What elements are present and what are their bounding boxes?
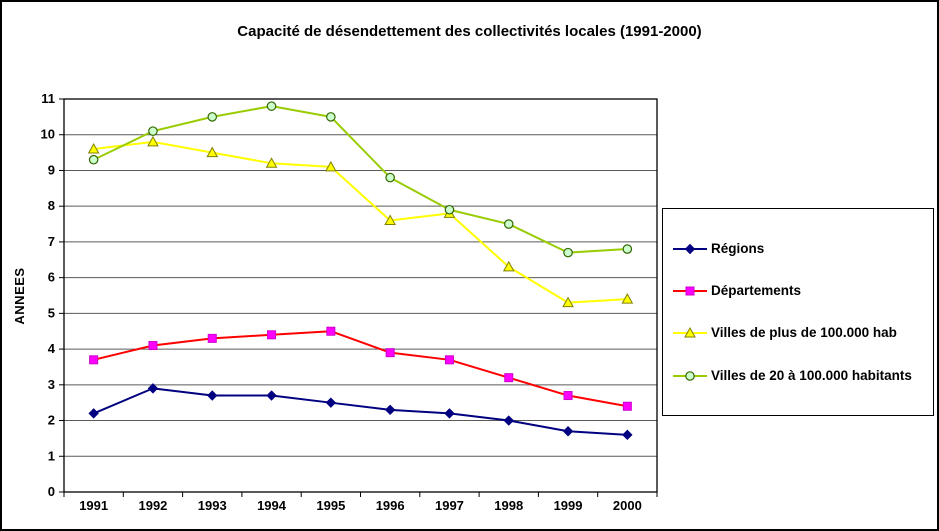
series-line-3	[93, 105, 628, 254]
y-tick-label: 1	[48, 448, 55, 463]
legend-sample-triangle-icon	[673, 327, 707, 338]
y-tick-label: 9	[48, 162, 55, 177]
triangle-marker-icon	[206, 146, 219, 158]
triangle-marker-icon	[384, 214, 396, 225]
y-tick-label: 8	[48, 198, 55, 213]
x-tick-label: 1994	[257, 498, 287, 513]
diamond-marker-icon	[622, 429, 633, 441]
series-line-0	[93, 387, 628, 436]
legend-entry-villes-20-100000: Villes de 20 à 100.000 habitants	[671, 367, 925, 385]
y-tick-label: 4	[48, 341, 56, 356]
x-tick-label: 1997	[435, 498, 464, 513]
legend-label: Villes de 20 à 100.000 habitants	[711, 367, 912, 383]
triangle-marker-icon	[87, 142, 100, 154]
square-marker-icon	[148, 341, 158, 351]
square-marker-icon	[207, 333, 217, 343]
square-marker-icon	[563, 391, 573, 401]
diamond-marker-icon	[684, 243, 696, 254]
diamond-marker-icon	[384, 404, 396, 416]
chart-title: Capacité de désendettement des collectiv…	[237, 23, 702, 40]
legend-entry-departements: Départements	[671, 282, 925, 300]
legend-label: Villes de plus de 100.000 hab	[711, 325, 897, 341]
triangle-marker-icon	[562, 296, 574, 308]
x-tick-label: 1991	[79, 498, 108, 513]
y-tick-label: 11	[41, 91, 55, 106]
triangle-marker-icon	[621, 293, 634, 304]
square-marker-icon	[89, 355, 99, 365]
x-tick-label: 1992	[138, 498, 167, 513]
legend-label: Départements	[711, 283, 802, 299]
circle-marker-icon	[148, 126, 158, 136]
legend: Régions Départements Villes de plus de 1…	[662, 208, 934, 416]
circle-marker-icon	[622, 244, 633, 254]
x-tick-label: 2000	[613, 498, 642, 513]
square-marker-icon	[622, 401, 632, 411]
x-tick-label: 1993	[198, 498, 227, 513]
circle-marker-icon	[385, 172, 395, 183]
y-tick-label: 6	[48, 270, 55, 285]
legend-entry-villes-plus-100000: Villes de plus de 100.000 hab	[671, 324, 925, 342]
diamond-marker-icon	[444, 408, 455, 419]
y-tick-label: 3	[48, 377, 55, 392]
triangle-marker-icon	[502, 260, 515, 272]
legend-label: Régions	[711, 240, 765, 256]
triangle-marker-icon	[265, 157, 278, 168]
square-marker-icon	[444, 355, 454, 365]
legend-sample-diamond-icon	[673, 243, 707, 254]
circle-marker-icon	[326, 112, 336, 122]
diamond-marker-icon	[147, 383, 159, 394]
x-tick-label: 1999	[554, 498, 583, 513]
diamond-marker-icon	[207, 390, 218, 401]
legend-sample-circle-icon	[673, 370, 707, 381]
diamond-marker-icon	[562, 426, 574, 437]
circle-marker-icon	[266, 101, 277, 111]
diamond-marker-icon	[503, 415, 514, 426]
diamond-marker-icon	[325, 397, 337, 408]
y-tick-label: 10	[41, 127, 55, 142]
triangle-marker-icon	[325, 160, 337, 172]
square-marker-icon	[385, 348, 395, 358]
legend-sample-square-icon	[673, 286, 707, 296]
circle-marker-icon	[563, 247, 573, 258]
square-marker-icon	[326, 326, 336, 336]
circle-marker-icon	[444, 204, 455, 215]
y-tick-label: 0	[48, 484, 55, 499]
series-line-1	[93, 330, 628, 408]
circle-marker-icon	[685, 370, 695, 381]
square-marker-icon	[504, 373, 514, 383]
diamond-marker-icon	[266, 390, 277, 401]
square-marker-icon	[267, 330, 277, 340]
y-axis-title: ANNEES	[12, 267, 27, 324]
y-tick-label: 7	[48, 234, 55, 249]
series-line-2	[93, 140, 628, 304]
y-tick-label: 5	[48, 305, 55, 320]
triangle-marker-icon	[684, 327, 696, 338]
y-tick-label: 2	[48, 413, 55, 428]
triangle-marker-icon	[147, 135, 159, 147]
x-tick-label: 1998	[494, 498, 523, 513]
circle-marker-icon	[88, 154, 99, 165]
x-tick-label: 1995	[316, 498, 345, 513]
circle-marker-icon	[207, 112, 218, 122]
plot-border	[63, 98, 658, 493]
circle-marker-icon	[503, 219, 514, 229]
diamond-marker-icon	[88, 408, 99, 419]
square-marker-icon	[685, 286, 695, 296]
legend-entry-regions: Régions	[671, 240, 925, 258]
x-tick-label: 1996	[376, 498, 405, 513]
